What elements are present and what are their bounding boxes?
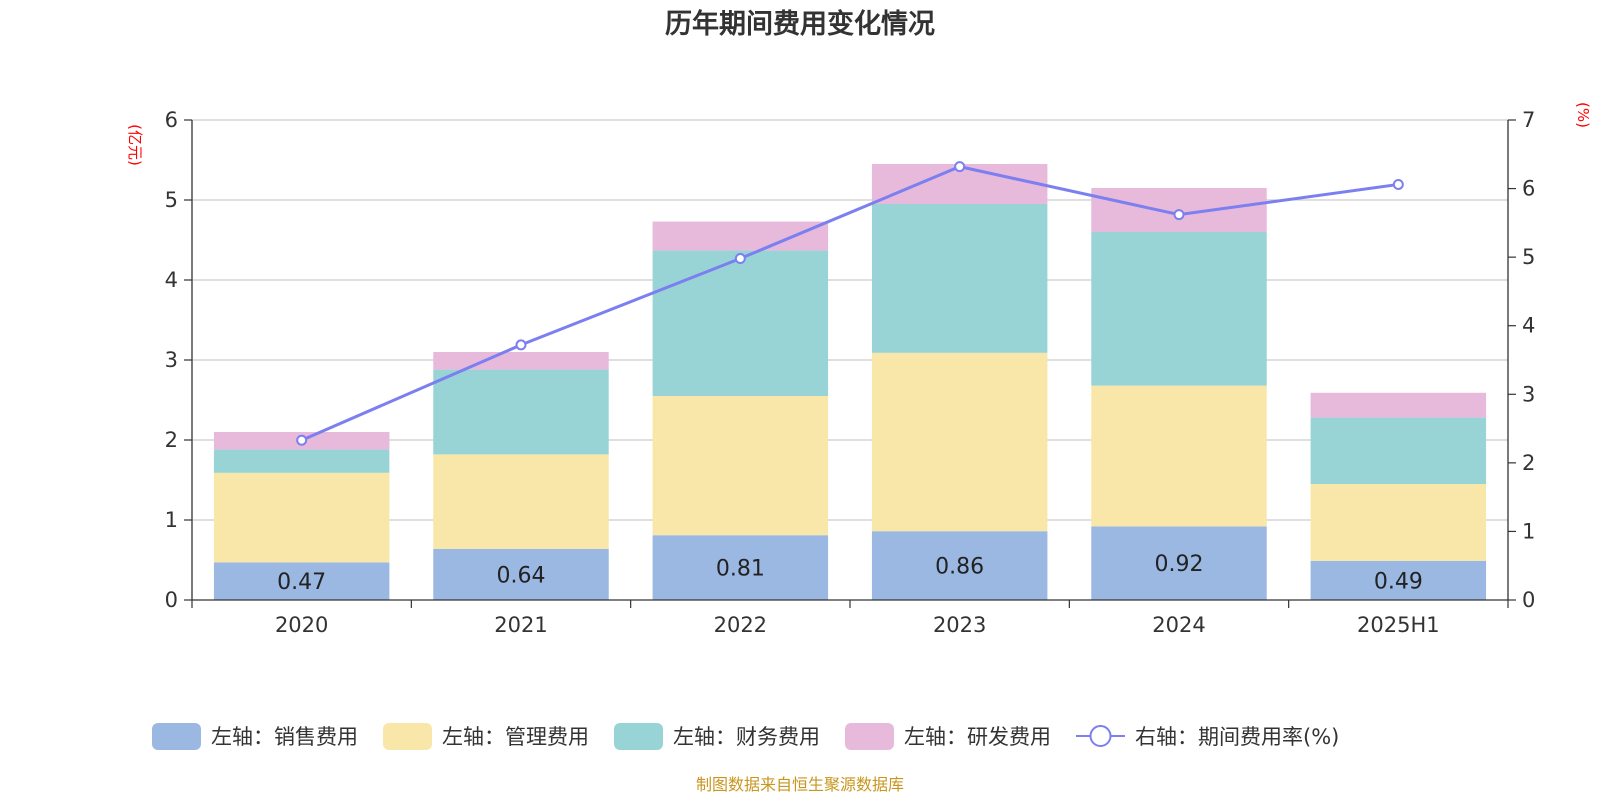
bar-segment-2	[213, 472, 390, 563]
left-tick-label: 2	[165, 428, 178, 452]
right-tick-label: 5	[1522, 245, 1535, 269]
left-axis-unit: (亿元)	[126, 124, 144, 166]
x-tick-label: 2024	[1152, 613, 1205, 637]
source-note: 制图数据来自恒生聚源数据库	[696, 775, 904, 794]
right-tick-label: 4	[1522, 314, 1535, 338]
x-tick-label: 2023	[933, 613, 986, 637]
bar-segment-3	[1091, 232, 1267, 386]
legend-label: 左轴：研发费用	[904, 725, 1051, 749]
bar-segment-1	[433, 548, 609, 600]
left-tick-label: 6	[165, 108, 178, 132]
bar-data-label: 0.64	[497, 563, 546, 588]
bar-segment-1	[1091, 526, 1267, 600]
bar-data-label: 0.81	[716, 557, 765, 582]
rate-point	[954, 161, 966, 173]
bar-segment-2	[652, 396, 829, 536]
x-tick-label: 2025H1	[1357, 613, 1440, 637]
bar-segment-1	[871, 531, 1048, 600]
bar-segment-3	[1310, 417, 1487, 484]
bar-segment-3	[213, 449, 390, 473]
legend-swatch-2	[383, 723, 432, 750]
rate-point	[1392, 178, 1404, 190]
chart-title: 历年期间费用变化情况	[665, 8, 935, 40]
rate-line	[301, 165, 1399, 442]
bar-segment-3	[652, 250, 829, 396]
legend-label: 左轴：销售费用	[211, 725, 358, 749]
x-tick-label: 2021	[494, 613, 547, 637]
bar-segment-2	[433, 454, 609, 549]
left-tick-label: 5	[165, 188, 178, 212]
bar-segment-4	[433, 352, 609, 370]
left-tick-label: 4	[165, 268, 178, 292]
right-tick-label: 1	[1522, 519, 1535, 543]
left-tick-label: 0	[165, 588, 178, 612]
bar-segment-4	[1310, 392, 1487, 418]
legend-label: 右轴：期间费用率(%)	[1135, 725, 1339, 749]
bar-segment-1	[213, 562, 390, 600]
axes: 0 1 2 3 4 5 6 0 1 2 3 4 5 6 7 2020 2021 2022 2023 2024 2025H…	[165, 108, 1536, 637]
legend-swatch-4	[845, 723, 894, 750]
legend-label: 左轴：财务费用	[673, 725, 820, 749]
bar-data-label: 0.86	[935, 555, 984, 580]
rate-line-series	[296, 161, 1404, 446]
right-tick-label: 2	[1522, 451, 1535, 475]
bar-data-label: 0.49	[1374, 569, 1423, 594]
legend: 左轴：销售费用 左轴：管理费用 左轴：财务费用 左轴：研发费用 右轴：期间费用率(%)	[152, 723, 1339, 750]
rate-point	[734, 253, 746, 265]
right-tick-label: 3	[1522, 382, 1535, 406]
gridlines	[192, 119, 1508, 521]
bar-segment-3	[433, 369, 609, 455]
legend-swatch-3	[614, 723, 663, 750]
x-tick-label: 2022	[714, 613, 767, 637]
bar-segment-2	[1310, 484, 1487, 561]
rate-point	[296, 434, 308, 446]
right-tick-label: 6	[1522, 177, 1535, 201]
bar-segment-2	[1091, 385, 1267, 527]
right-tick-label: 7	[1522, 108, 1535, 132]
left-tick-label: 1	[165, 508, 178, 532]
data-labels: 0.47 0.64 0.81 0.86 0.92 0.49	[277, 552, 1423, 595]
bar-data-label: 0.92	[1155, 552, 1204, 577]
bar-segment-1	[1310, 560, 1487, 600]
bar-segment-3	[871, 204, 1048, 353]
legend-swatch-1	[152, 723, 201, 750]
bar-data-label: 0.47	[277, 570, 326, 595]
legend-swatch-marker	[1089, 725, 1112, 747]
legend-label: 左轴：管理费用	[442, 725, 589, 749]
right-axis-unit: (%)	[1574, 102, 1592, 128]
rate-point	[1173, 209, 1185, 221]
bar-series	[213, 164, 1487, 600]
bar-segment-4	[652, 221, 829, 251]
right-tick-label: 0	[1522, 588, 1535, 612]
rate-point	[515, 339, 527, 351]
left-tick-label: 3	[165, 348, 178, 372]
bar-segment-2	[871, 352, 1048, 532]
bar-segment-1	[652, 535, 829, 600]
x-tick-label: 2020	[275, 613, 328, 637]
